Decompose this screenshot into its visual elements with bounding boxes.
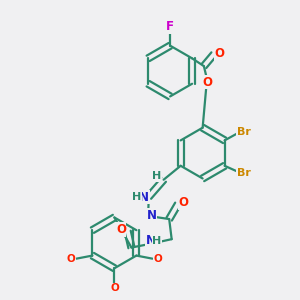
Text: N: N (139, 191, 149, 204)
Text: O: O (154, 254, 162, 264)
Text: H: H (152, 236, 161, 246)
Text: F: F (166, 20, 174, 33)
Text: O: O (110, 284, 119, 293)
Text: N: N (146, 234, 156, 247)
Text: O: O (202, 76, 213, 89)
Text: N: N (147, 208, 157, 221)
Text: Br: Br (237, 168, 251, 178)
Text: H: H (132, 192, 142, 203)
Text: O: O (214, 47, 224, 60)
Text: H: H (152, 171, 161, 181)
Text: O: O (66, 254, 75, 264)
Text: O: O (178, 196, 188, 209)
Text: Br: Br (237, 128, 251, 137)
Text: O: O (116, 223, 126, 236)
